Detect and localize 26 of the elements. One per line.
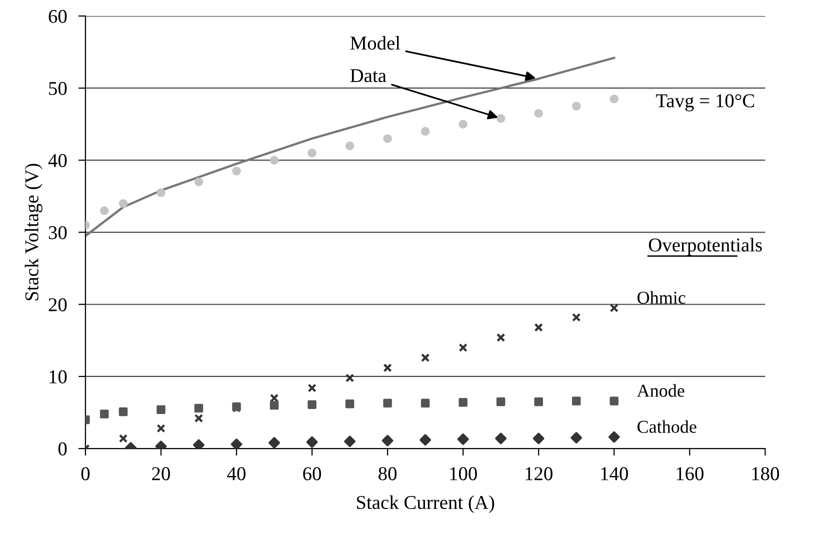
- x-tick-label: 160: [676, 467, 704, 480]
- series-label: Cathode: [638, 420, 696, 433]
- y-tick-label: 20: [48, 298, 67, 312]
- x-axis-title: Stack Current (A): [356, 495, 494, 513]
- x-tick-label: 40: [227, 467, 246, 480]
- x-tick-label: 120: [526, 467, 552, 480]
- series-label: Anode: [636, 384, 684, 397]
- series-label: Ohmic: [638, 291, 686, 304]
- x-tick-label: 100: [450, 467, 477, 480]
- y-tick-label: 30: [48, 226, 67, 240]
- x-tick-label: 180: [752, 467, 779, 480]
- y-tick-label: 10: [50, 370, 67, 384]
- x-tick-label: 0: [81, 467, 90, 480]
- y-tick-label: 60: [48, 10, 67, 23]
- y-tick-label: 40: [48, 154, 67, 168]
- annotation: Model: [350, 36, 400, 50]
- x-tick-label: 20: [152, 467, 170, 480]
- y-axis-title: Stack Voltage (V): [24, 164, 42, 300]
- x-tick-label: 80: [378, 467, 397, 480]
- y-tick-label: 0: [58, 442, 67, 456]
- annotation: Overpotentials: [648, 238, 762, 256]
- annotation: Tavg = 10°C: [656, 94, 754, 112]
- x-tick-label: 140: [601, 467, 628, 480]
- y-tick-label: 50: [49, 82, 67, 96]
- x-tick-label: 60: [303, 467, 322, 480]
- annotation: Data: [350, 69, 386, 82]
